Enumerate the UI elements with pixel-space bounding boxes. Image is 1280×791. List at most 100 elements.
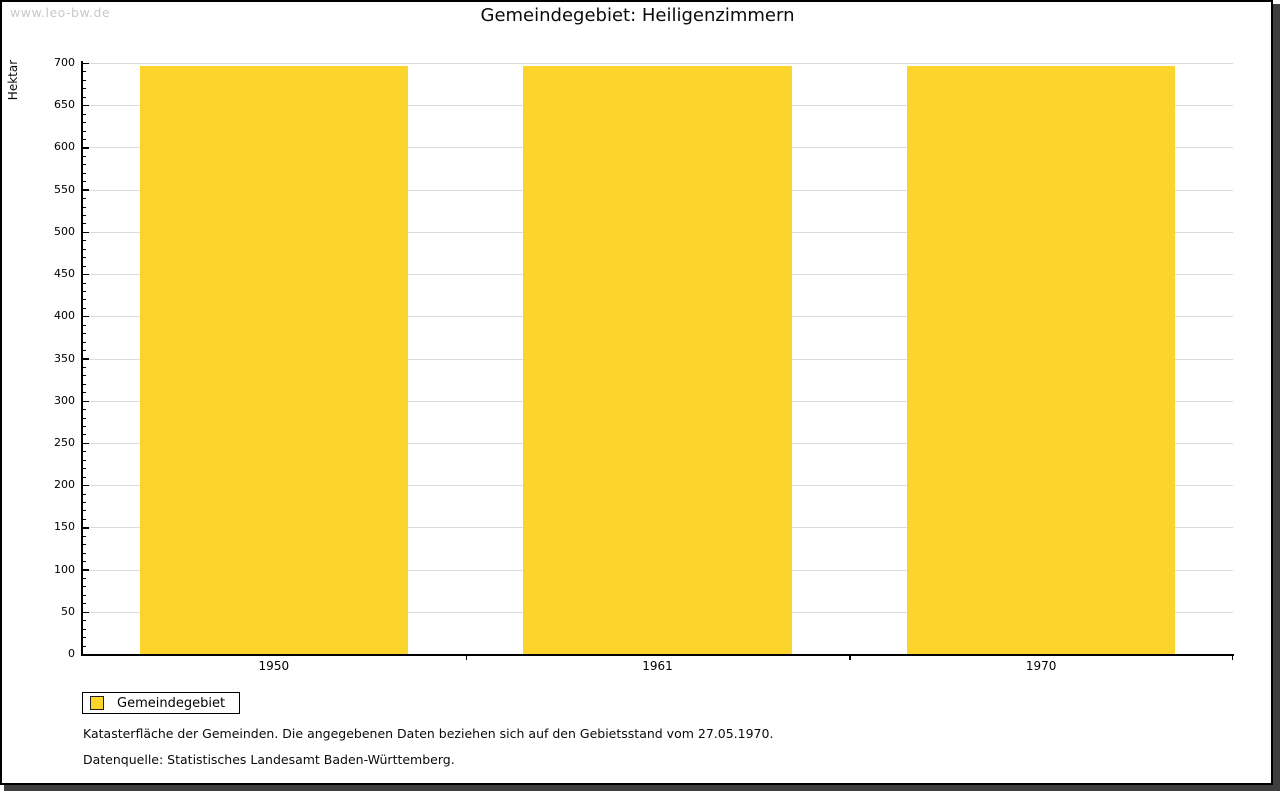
y-minor-tick xyxy=(82,426,86,428)
y-minor-tick xyxy=(82,350,86,352)
y-tick-label: 150 xyxy=(54,520,75,534)
y-minor-tick xyxy=(82,502,86,504)
y-major-tick xyxy=(82,569,89,571)
y-minor-tick xyxy=(82,130,86,132)
y-minor-tick xyxy=(82,307,86,309)
x-boundary-tick xyxy=(849,654,851,660)
y-minor-tick xyxy=(82,265,86,267)
window-shadow-bottom xyxy=(4,785,1280,791)
y-minor-tick xyxy=(82,240,86,242)
y-tick-label: 300 xyxy=(54,393,75,407)
y-major-tick xyxy=(82,62,89,65)
y-minor-tick xyxy=(82,459,86,461)
y-axis-label: Hektar xyxy=(6,59,20,101)
y-minor-tick xyxy=(82,248,86,250)
footnote-source-note: Katasterfläche der Gemeinden. Die angege… xyxy=(83,726,774,741)
y-minor-tick xyxy=(82,223,86,225)
y-tick-label: 250 xyxy=(54,435,75,449)
footnote-data-source: Datenquelle: Statistisches Landesamt Bad… xyxy=(83,752,455,767)
y-major-tick xyxy=(82,189,89,191)
y-minor-tick xyxy=(82,434,86,436)
y-minor-tick xyxy=(82,535,86,537)
y-major-tick xyxy=(82,358,89,360)
y-tick-label: 0 xyxy=(68,647,75,660)
y-tick-label: 700 xyxy=(54,56,75,69)
legend-label: Gemeindegebiet xyxy=(117,695,226,711)
y-minor-tick xyxy=(82,181,86,183)
y-minor-tick xyxy=(82,645,86,647)
y-tick-label: 450 xyxy=(54,267,75,281)
y-minor-tick xyxy=(82,122,86,124)
y-minor-tick xyxy=(82,282,86,284)
y-minor-tick xyxy=(82,96,86,98)
y-tick-label: 400 xyxy=(54,309,75,323)
y-tick-label: 350 xyxy=(54,351,75,365)
y-minor-tick xyxy=(82,451,86,453)
y-minor-tick xyxy=(82,214,86,216)
x-axis-line xyxy=(81,654,1234,656)
y-tick-label: 50 xyxy=(61,604,75,618)
y-minor-tick xyxy=(82,324,86,326)
y-minor-tick xyxy=(82,155,86,157)
y-minor-tick xyxy=(82,620,86,622)
y-minor-tick xyxy=(82,172,86,174)
plot-area xyxy=(82,62,1234,660)
y-minor-tick xyxy=(82,518,86,520)
bar-1961 xyxy=(523,65,792,654)
y-minor-tick xyxy=(82,198,86,200)
y-minor-tick xyxy=(82,299,86,301)
y-major-tick xyxy=(82,527,89,529)
chart-title: Gemeindegebiet: Heiligenzimmern xyxy=(480,5,795,26)
y-major-tick xyxy=(82,105,89,107)
y-minor-tick xyxy=(82,290,86,292)
bar-1970 xyxy=(906,65,1176,654)
y-major-tick xyxy=(82,316,89,318)
y-major-tick xyxy=(82,653,89,656)
y-major-tick xyxy=(82,147,89,149)
y-minor-tick xyxy=(82,375,86,377)
y-major-tick xyxy=(82,442,89,445)
y-minor-tick xyxy=(82,493,86,495)
y-minor-tick xyxy=(82,79,86,81)
x-end-tick xyxy=(1232,654,1234,660)
y-axis-line xyxy=(81,61,83,654)
bar-1950 xyxy=(139,65,409,654)
y-minor-tick xyxy=(82,628,86,630)
window-shadow-right xyxy=(1273,4,1280,791)
y-minor-tick xyxy=(82,409,86,411)
x-boundary-tick xyxy=(465,654,468,660)
y-tick-label: 550 xyxy=(54,182,75,196)
y-minor-tick xyxy=(82,366,86,368)
y-tick-label: 600 xyxy=(54,140,75,154)
y-major-tick xyxy=(82,484,89,487)
y-minor-tick xyxy=(82,586,86,588)
y-minor-tick xyxy=(82,468,86,470)
legend-swatch-gemeindegebiet xyxy=(90,696,104,710)
y-minor-tick xyxy=(82,510,86,512)
y-major-tick xyxy=(82,611,89,613)
y-minor-tick xyxy=(82,392,86,394)
y-minor-tick xyxy=(82,578,86,579)
x-category-label: 1961 xyxy=(642,659,673,673)
y-minor-tick xyxy=(82,552,86,554)
y-minor-tick xyxy=(82,561,86,563)
y-minor-tick xyxy=(82,206,86,208)
y-minor-tick xyxy=(82,417,86,419)
y-minor-tick xyxy=(82,476,86,478)
y-minor-tick xyxy=(82,383,86,385)
y-major-tick xyxy=(82,273,89,276)
x-category-label: 1950 xyxy=(258,659,290,673)
y-minor-tick xyxy=(82,341,86,343)
y-minor-tick xyxy=(82,88,86,90)
y-tick-label: 200 xyxy=(54,478,75,492)
x-category-label: 1970 xyxy=(1025,659,1057,673)
y-minor-tick xyxy=(82,333,86,335)
y-tick-label: 650 xyxy=(54,98,75,112)
y-minor-tick xyxy=(82,71,86,73)
gridline xyxy=(82,63,1233,64)
y-minor-tick xyxy=(82,257,86,259)
legend-box: Gemeindegebiet xyxy=(82,692,241,714)
y-tick-label: 100 xyxy=(54,562,75,576)
y-minor-tick xyxy=(82,113,86,115)
